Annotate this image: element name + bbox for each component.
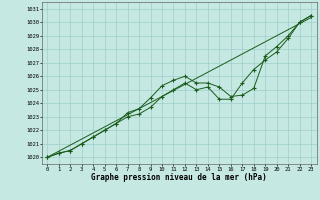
- X-axis label: Graphe pression niveau de la mer (hPa): Graphe pression niveau de la mer (hPa): [91, 173, 267, 182]
